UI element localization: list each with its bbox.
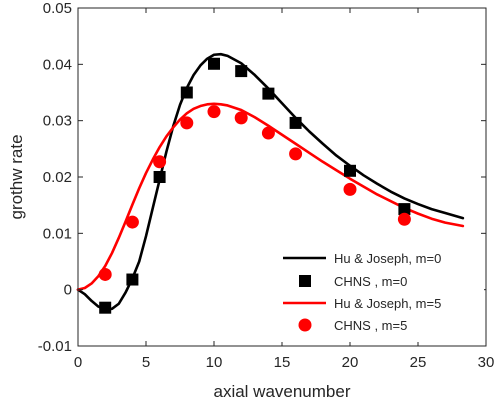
data-point-square [126, 273, 139, 286]
x-tick-label: 5 [142, 354, 150, 371]
y-tick-label: 0.03 [43, 113, 72, 130]
data-point-circle [98, 267, 112, 281]
x-tick-label: 30 [478, 354, 495, 371]
y-tick-label: -0.01 [38, 338, 72, 355]
data-point-square [208, 57, 220, 70]
y-tick-label: 0.04 [43, 56, 72, 73]
x-tick-label: 10 [206, 354, 223, 371]
data-point-circle [261, 126, 275, 140]
data-point-square [153, 171, 166, 183]
x-tick-label: 20 [342, 354, 359, 371]
legend-swatch-circle [298, 318, 312, 332]
y-tick-label: 0.05 [43, 0, 72, 17]
data-point-circle [343, 182, 357, 196]
data-point-square [344, 164, 356, 177]
series-line-0 [76, 52, 465, 311]
legend-label: Hu & Joseph, m=0 [334, 251, 441, 266]
data-point-square [180, 86, 193, 99]
data-point-square [398, 203, 411, 216]
data-point-circle [180, 116, 194, 130]
x-tick-label: 0 [74, 354, 82, 371]
x-tick-label: 15 [274, 354, 291, 371]
data-point-circle [289, 147, 303, 161]
series-line-2 [76, 102, 465, 291]
y-tick-label: 0.01 [43, 225, 72, 242]
y-tick-label: 0 [64, 282, 72, 299]
legend-swatch-square [299, 275, 311, 287]
plot-marks [76, 52, 465, 314]
data-point-circle [207, 105, 221, 119]
data-point-circle [125, 215, 139, 229]
legend: Hu & Joseph, m=0 CHNS , m=0 Hu & Joseph, m… [276, 238, 484, 342]
data-point-square [235, 65, 248, 78]
y-tick-label: 0.02 [43, 169, 72, 186]
data-point-circle [234, 111, 248, 125]
data-point-square [99, 301, 112, 314]
legend-label: Hu & Joseph, m=5 [334, 296, 441, 311]
data-point-square [289, 116, 302, 129]
y-axis-label: grothw rate [7, 134, 26, 219]
data-point-square [262, 87, 275, 100]
data-point-circle [397, 212, 411, 226]
x-axis-label: axial wavenumber [213, 382, 350, 401]
legend-label: CHNS , m=5 [334, 318, 407, 333]
data-point-circle [153, 155, 167, 169]
x-tick-label: 25 [410, 354, 427, 371]
legend-label: CHNS , m=0 [334, 274, 407, 289]
